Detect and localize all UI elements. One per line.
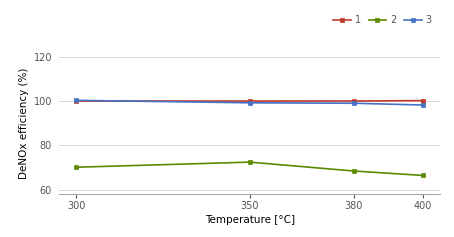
3 <box>74 99 79 102</box>
1 <box>247 100 252 102</box>
X-axis label: Temperature [°C]: Temperature [°C] <box>205 215 295 225</box>
2 <box>420 174 426 177</box>
1 <box>74 100 79 102</box>
2 <box>74 166 79 169</box>
3 <box>247 101 252 104</box>
Line: 3: 3 <box>74 98 425 107</box>
3 <box>420 104 426 106</box>
Line: 1: 1 <box>74 99 425 103</box>
Line: 2: 2 <box>74 160 425 178</box>
2 <box>351 170 356 173</box>
Legend: 1, 2, 3: 1, 2, 3 <box>330 12 435 29</box>
3 <box>351 102 356 105</box>
Y-axis label: DeNOx efficiency (%): DeNOx efficiency (%) <box>20 68 30 179</box>
2 <box>247 161 252 164</box>
1 <box>420 99 426 102</box>
1 <box>351 100 356 102</box>
